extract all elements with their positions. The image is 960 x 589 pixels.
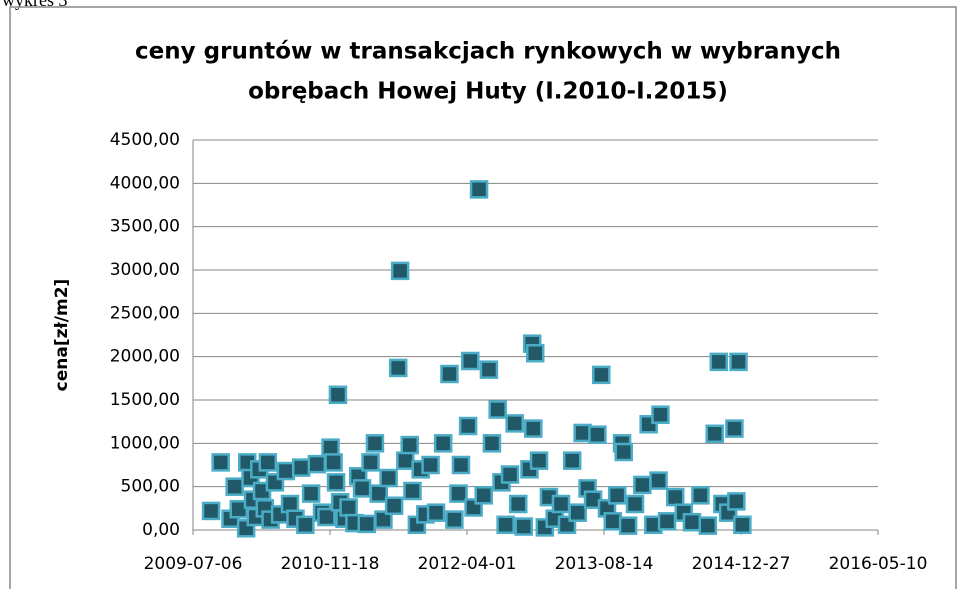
y-tick-label: 1500,00 xyxy=(110,390,180,410)
point xyxy=(301,484,321,503)
point xyxy=(324,453,343,472)
chart-title: obrębach Howej Huty (I.2010-I.2015) xyxy=(248,79,728,105)
point xyxy=(729,352,748,372)
point xyxy=(326,473,346,492)
y-tick-label: 0,00 xyxy=(142,520,180,540)
point xyxy=(614,442,633,462)
point xyxy=(698,516,718,535)
point xyxy=(733,515,752,535)
point xyxy=(403,481,422,501)
point xyxy=(474,486,493,505)
point xyxy=(339,498,358,517)
point xyxy=(379,468,398,488)
point xyxy=(649,471,668,490)
point xyxy=(709,352,729,372)
point xyxy=(568,503,587,522)
point xyxy=(665,487,685,507)
y-tick-label: 3000,00 xyxy=(110,260,180,280)
point xyxy=(496,515,515,535)
point xyxy=(258,453,278,472)
point xyxy=(500,465,520,484)
y-axis-label: cena[zł/m2] xyxy=(52,279,72,392)
point xyxy=(276,461,296,481)
point xyxy=(211,453,230,472)
x-tick-label: 2009-07-06 xyxy=(144,554,243,574)
point xyxy=(588,425,607,444)
point xyxy=(390,261,410,281)
point xyxy=(682,512,702,532)
point xyxy=(727,492,746,511)
point xyxy=(433,434,453,453)
x-tick-label: 2013-08-14 xyxy=(555,554,654,574)
point xyxy=(451,455,471,475)
point xyxy=(225,477,244,496)
point xyxy=(361,453,380,472)
point xyxy=(479,360,499,379)
chart-frame xyxy=(9,6,957,589)
y-tick-label: 2000,00 xyxy=(110,347,180,367)
point xyxy=(317,507,336,527)
point xyxy=(328,385,348,405)
point xyxy=(592,365,611,385)
point xyxy=(426,503,446,522)
point xyxy=(633,475,652,495)
point xyxy=(525,343,545,363)
x-tick-label: 2012-04-01 xyxy=(418,554,517,574)
point xyxy=(514,517,533,536)
point xyxy=(357,514,376,534)
point xyxy=(488,400,507,419)
point xyxy=(396,451,415,470)
point xyxy=(482,434,502,453)
point xyxy=(508,494,528,514)
point xyxy=(691,486,710,505)
point xyxy=(458,416,478,436)
point xyxy=(369,484,389,503)
point xyxy=(365,434,385,453)
point xyxy=(625,494,645,514)
point xyxy=(291,458,311,477)
point xyxy=(469,180,489,199)
point xyxy=(440,364,459,384)
point xyxy=(352,479,372,498)
point xyxy=(657,512,677,531)
point xyxy=(551,494,571,514)
point xyxy=(400,435,419,455)
point xyxy=(449,484,468,503)
y-tick-label: 3500,00 xyxy=(110,217,180,237)
caption: wykres 3 xyxy=(2,0,68,10)
point xyxy=(307,454,327,474)
point xyxy=(445,510,464,529)
y-tick-label: 2500,00 xyxy=(110,303,180,323)
point xyxy=(562,451,582,470)
y-tick-label: 4000,00 xyxy=(110,173,180,193)
point xyxy=(607,486,627,505)
y-tick-label: 4500,00 xyxy=(110,130,180,150)
x-tick-label: 2010-11-18 xyxy=(281,554,380,574)
point xyxy=(603,512,623,531)
point xyxy=(201,501,221,521)
point xyxy=(296,515,315,535)
point xyxy=(618,516,638,535)
y-tick-label: 500,00 xyxy=(121,477,180,497)
point xyxy=(651,405,670,424)
point xyxy=(421,455,440,475)
point xyxy=(705,424,724,444)
point xyxy=(524,419,543,438)
point xyxy=(529,451,549,470)
point xyxy=(388,358,408,378)
chart-title: ceny gruntów w transakcjach rynkowych w … xyxy=(135,39,841,65)
x-tick-label: 2016-05-10 xyxy=(829,554,928,574)
y-tick-label: 1000,00 xyxy=(110,433,180,453)
point xyxy=(374,510,393,529)
point xyxy=(725,419,744,438)
x-tick-label: 2014-12-27 xyxy=(692,554,791,574)
point xyxy=(384,496,404,515)
point xyxy=(461,351,480,371)
point xyxy=(505,414,524,433)
